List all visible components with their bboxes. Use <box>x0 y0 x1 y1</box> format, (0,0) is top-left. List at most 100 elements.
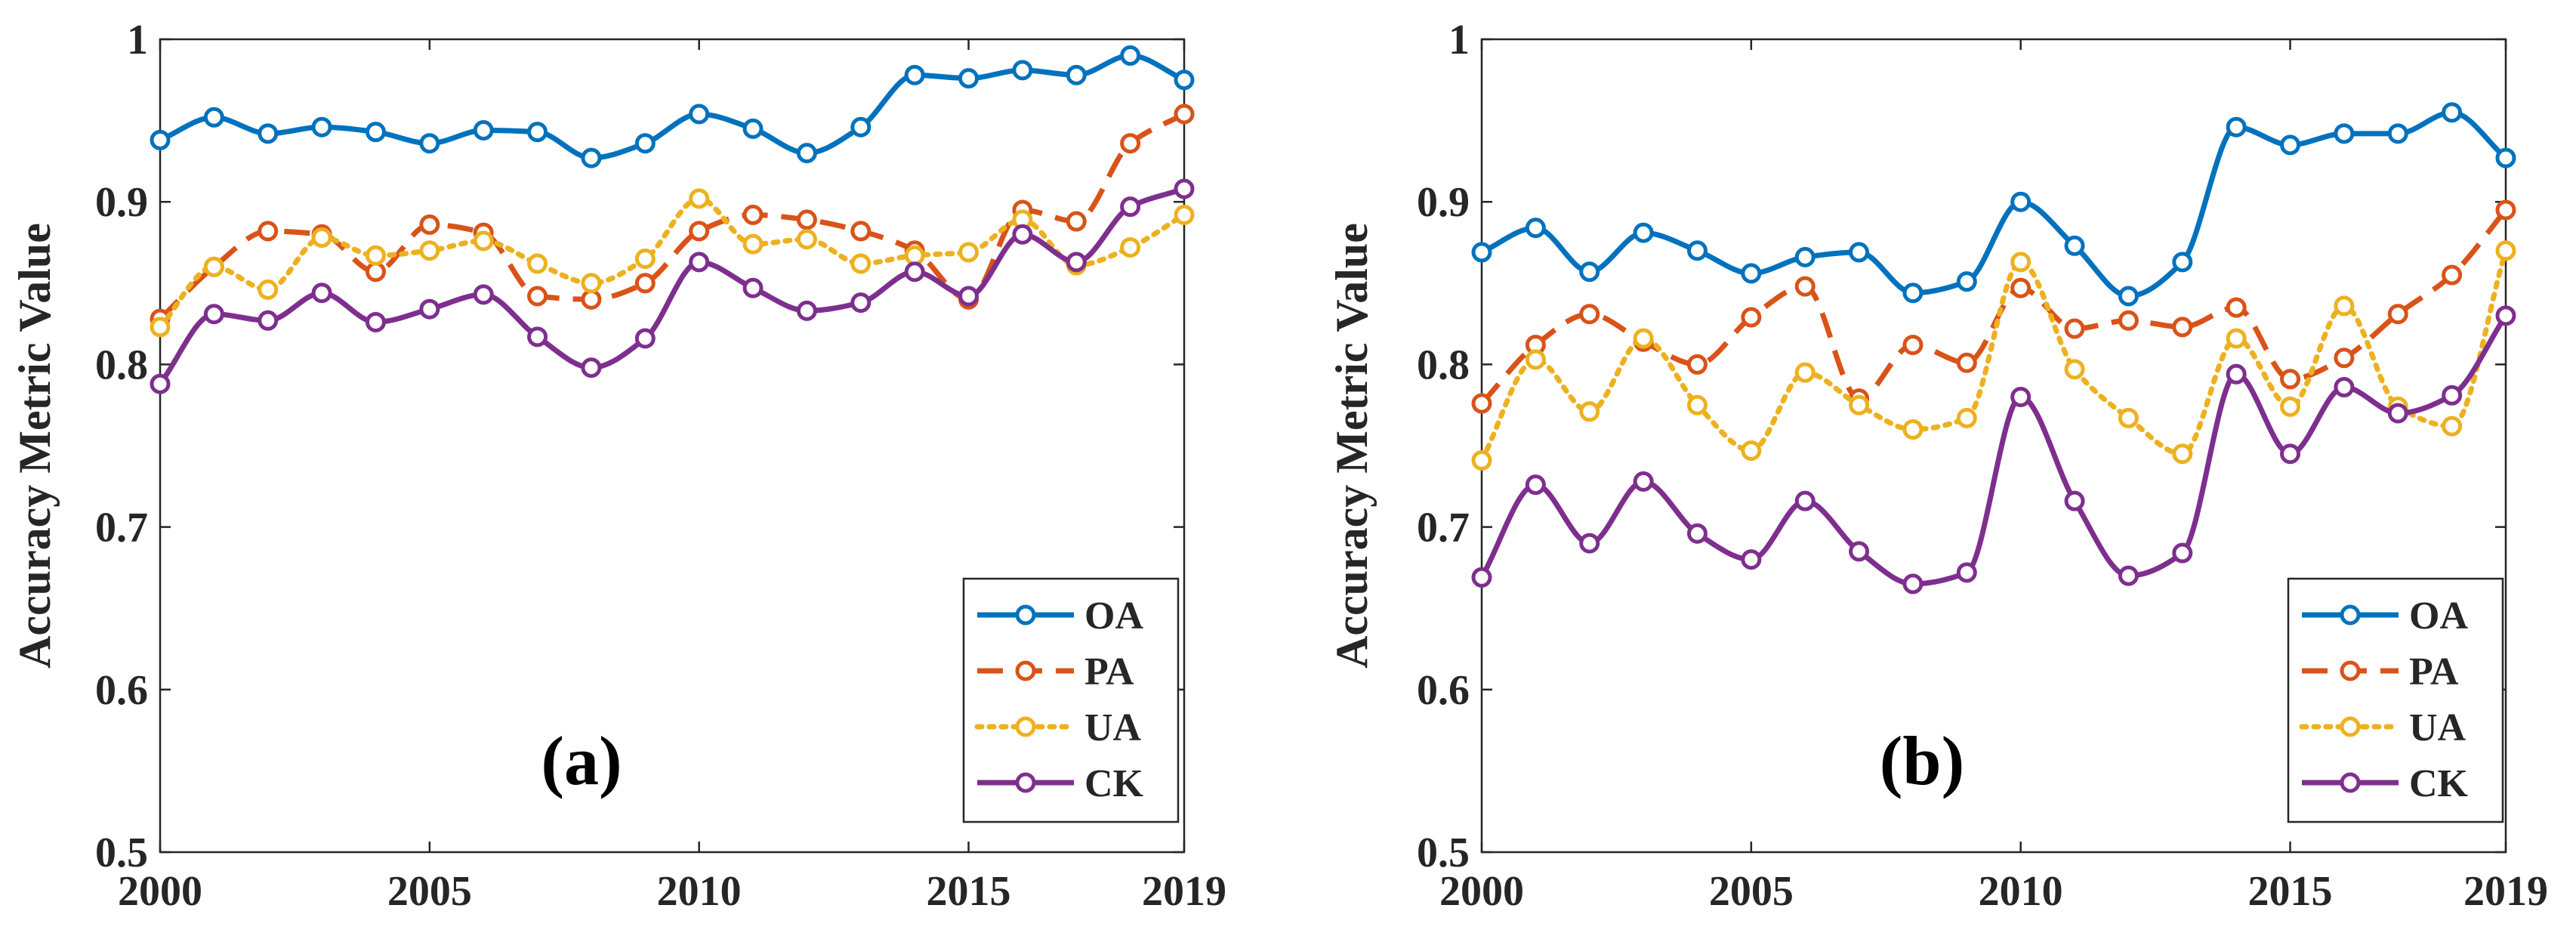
data-point-ua <box>2226 328 2247 349</box>
data-point-pa <box>2010 277 2031 298</box>
data-point-oa <box>365 122 386 143</box>
legend-swatch-marker <box>1015 660 1036 681</box>
legend-swatch-marker <box>2340 772 2361 793</box>
data-point-ua <box>1174 204 1195 225</box>
data-point-ck <box>904 261 925 283</box>
data-point-oa <box>150 129 171 150</box>
data-point-ck <box>365 311 386 332</box>
data-point-ua <box>796 229 817 250</box>
legend-item-ck: CK <box>2302 762 2469 805</box>
data-point-pa <box>527 286 548 307</box>
data-point-ua <box>742 233 764 255</box>
data-point-ck <box>2495 305 2516 326</box>
y-tick-label: 0.6 <box>1417 667 1470 714</box>
data-point-ua <box>2172 443 2193 465</box>
data-point-ua <box>419 240 440 261</box>
data-point-oa <box>419 133 440 154</box>
data-point-ua <box>1579 401 1600 422</box>
series-ua <box>1471 240 2516 471</box>
data-point-oa <box>2010 191 2031 212</box>
data-point-ck <box>419 298 440 320</box>
series-lines <box>150 45 1195 394</box>
legend-label: OA <box>1084 595 1143 638</box>
panel-label: (b) <box>1880 722 1964 799</box>
data-point-pa <box>1741 307 1762 328</box>
data-point-ua <box>904 245 925 266</box>
data-point-pa <box>2334 348 2355 369</box>
data-point-pa <box>1120 133 1141 154</box>
data-point-ua <box>150 317 171 338</box>
x-tick-label: 2000 <box>1439 868 1524 915</box>
data-point-oa <box>1686 240 1708 261</box>
data-point-ck <box>1120 196 1141 218</box>
data-point-ck <box>258 310 279 331</box>
series-lines <box>1471 102 2516 595</box>
data-point-ck <box>1956 562 1977 583</box>
data-point-pa <box>2280 369 2301 390</box>
data-point-ck <box>634 328 656 349</box>
chart-panel-a: Accuracy Metric Value 2000 2005 2010 2015 20… <box>10 17 1226 915</box>
data-point-ck <box>2280 443 2301 465</box>
data-point-ua <box>1794 362 1816 383</box>
series-oa <box>1471 102 2516 307</box>
data-point-ua <box>2442 415 2463 437</box>
y-tick-label: 0.8 <box>1417 341 1470 388</box>
data-point-pa <box>1956 352 1977 373</box>
data-point-pa <box>796 209 817 230</box>
data-point-ua <box>2010 252 2031 273</box>
legend: OA PA UA CK <box>2287 577 2504 823</box>
y-axis-label: Accuracy Metric Value <box>1327 223 1377 669</box>
data-point-ua <box>850 253 872 274</box>
data-point-oa <box>1525 218 1546 239</box>
data-point-ck <box>1794 490 1816 511</box>
axis-ticks: 2000 2005 2010 2015 2019 0.5 0.6 0.7 0.8 0.9 1 <box>95 17 1226 915</box>
data-point-pa <box>1066 211 1087 232</box>
data-point-ua <box>958 242 979 263</box>
data-point-ck <box>2010 386 2031 407</box>
data-point-oa <box>958 68 979 89</box>
data-point-ua <box>2495 240 2516 261</box>
data-point-ck <box>527 326 548 348</box>
y-tick-label: 0.7 <box>95 505 148 551</box>
data-point-ck <box>2064 490 2085 511</box>
data-point-ck <box>958 286 979 307</box>
data-point-pa <box>2442 264 2463 286</box>
data-point-ua <box>1956 407 1977 428</box>
data-point-ua <box>1525 349 1546 370</box>
data-point-pa <box>1471 393 1492 414</box>
data-point-oa <box>527 122 548 143</box>
data-point-oa <box>742 118 764 139</box>
data-point-oa <box>203 107 224 128</box>
data-point-ck <box>581 357 602 378</box>
data-point-ua <box>2118 407 2139 428</box>
series-ck <box>150 178 1195 394</box>
data-point-ck <box>2118 565 2139 586</box>
data-point-pa <box>2172 317 2193 338</box>
x-tick-label: 2019 <box>2463 868 2548 915</box>
data-point-pa <box>2064 318 2085 339</box>
data-point-ck <box>796 300 817 321</box>
data-point-ua <box>365 245 386 266</box>
data-point-ck <box>742 277 764 298</box>
data-point-oa <box>1794 246 1816 267</box>
data-point-ua <box>1741 440 1762 461</box>
x-tick-label: 2019 <box>1142 868 1226 915</box>
data-point-oa <box>796 143 817 164</box>
legend-swatch-marker <box>1015 772 1036 793</box>
plot-area <box>159 38 1186 854</box>
legend-item-ua: UA <box>2299 706 2466 749</box>
data-point-oa <box>1174 70 1195 91</box>
data-point-oa <box>1956 271 1977 292</box>
data-point-pa <box>742 204 764 225</box>
legend: OA PA UA CK <box>962 577 1180 823</box>
legend-label: UA <box>2409 706 2466 749</box>
legend-item-ck: CK <box>977 762 1144 805</box>
y-tick-label: 1 <box>127 17 148 63</box>
legend-item-pa: PA <box>977 650 1134 694</box>
data-point-ck <box>850 292 872 314</box>
data-point-pa <box>1686 354 1708 375</box>
data-point-oa <box>2387 123 2408 144</box>
data-point-ck <box>1741 549 1762 570</box>
data-point-oa <box>473 120 494 141</box>
data-point-ua <box>473 230 494 252</box>
